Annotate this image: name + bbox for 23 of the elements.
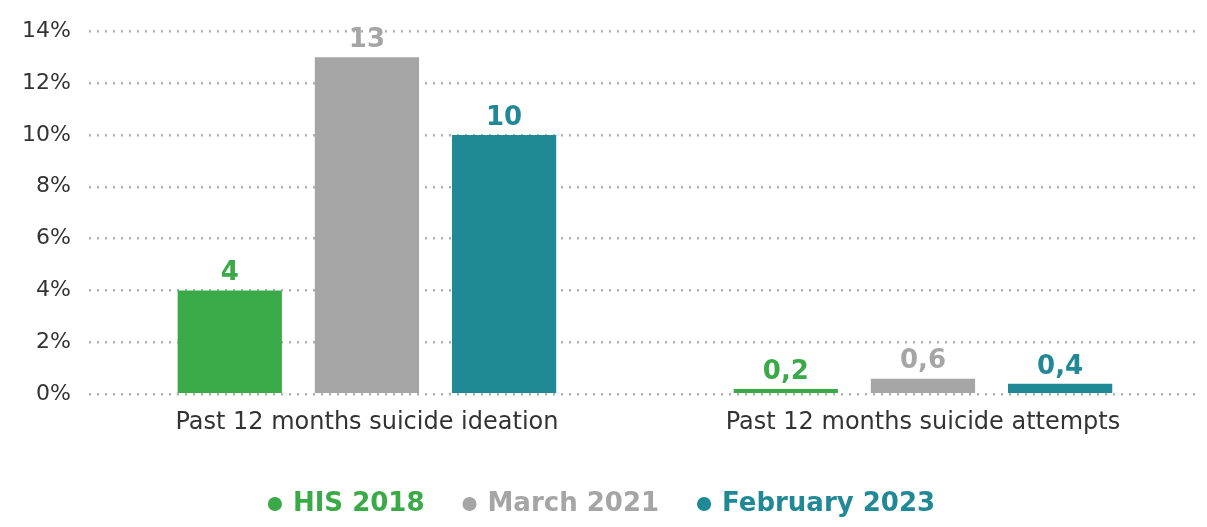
y-tick-label: 14%	[21, 16, 71, 42]
data-label: 0,2	[762, 354, 809, 385]
legend-label: March 2021	[487, 486, 660, 517]
y-tick-label: 2%	[35, 328, 71, 354]
x-tick-label: Past 12 months suicide attempts	[725, 406, 1121, 435]
y-tick-label: 0%	[35, 379, 71, 405]
data-label: 0,6	[899, 344, 947, 375]
y-tick-label: 8%	[35, 172, 71, 198]
bar	[177, 290, 282, 393]
bar	[733, 389, 838, 393]
data-label: 4	[220, 256, 239, 287]
x-tick-label: Past 12 months suicide ideation	[175, 406, 559, 435]
data-label: 0,4	[1037, 349, 1084, 380]
legend-label: HIS 2018	[292, 486, 425, 517]
y-tick-label: 6%	[35, 224, 71, 250]
y-tick-label: 10%	[21, 120, 71, 146]
legend-label: February 2023	[722, 486, 936, 517]
bar	[451, 134, 557, 393]
data-label: 10	[485, 100, 523, 131]
y-tick-label: 12%	[21, 68, 71, 94]
bar	[1008, 383, 1113, 393]
data-label: 13	[348, 22, 386, 53]
y-tick-label: 4%	[35, 276, 71, 302]
